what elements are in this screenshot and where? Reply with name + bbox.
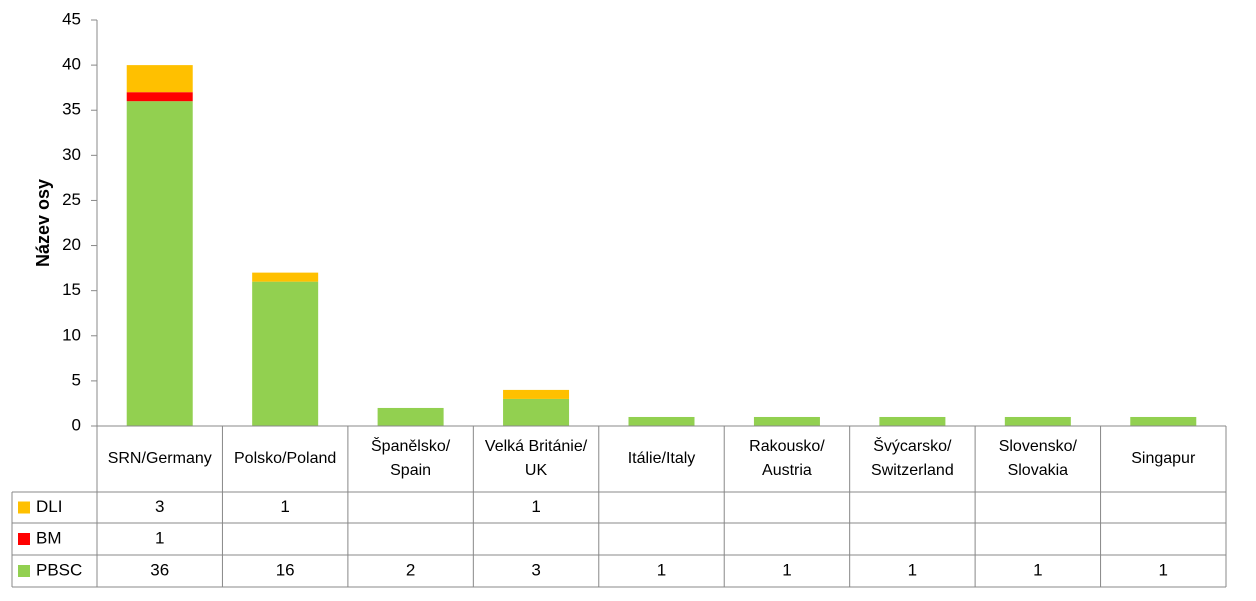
- category-cell: Švýcarsko/Switzerland: [871, 438, 954, 479]
- legend-label: PBSC: [36, 560, 82, 579]
- table-value: 1: [1033, 560, 1042, 579]
- y-tick-label: 30: [62, 145, 81, 164]
- table-value: 36: [150, 560, 169, 579]
- bar-segment: [628, 416, 695, 426]
- x-tick-label: Singapur: [1131, 450, 1196, 467]
- category-cell: Itálie/Italy: [627, 450, 696, 467]
- bar-segment: [879, 416, 946, 426]
- bar-segment: [503, 398, 570, 426]
- bar-segment: [126, 65, 193, 93]
- x-tick-label: Polsko/Poland: [234, 450, 337, 467]
- x-tick-label: Rakousko/Austria: [749, 438, 825, 479]
- table-value: 1: [782, 560, 791, 579]
- category-cell: Velká Británie/UK: [484, 438, 588, 479]
- legend-swatch: [18, 565, 30, 577]
- x-tick-label: Slovensko/Slovakia: [998, 438, 1077, 479]
- legend-label: BM: [36, 528, 62, 547]
- bar-segment: [252, 272, 319, 282]
- bar-segment: [503, 389, 570, 399]
- y-tick-label: 35: [62, 100, 81, 119]
- legend-swatch: [18, 501, 30, 514]
- category-cell: Polsko/Poland: [234, 450, 337, 467]
- y-tick-label: 45: [62, 9, 81, 28]
- category-cell: Slovensko/Slovakia: [998, 438, 1077, 479]
- table-value: 3: [531, 560, 540, 579]
- x-tick-label: SRN/Germany: [107, 450, 212, 467]
- bar-segment: [377, 407, 444, 426]
- bar-segment: [126, 101, 193, 426]
- bar-segment: [1004, 416, 1071, 426]
- y-tick-label: 0: [72, 415, 81, 434]
- x-tick-label: Itálie/Italy: [627, 450, 696, 467]
- y-tick-label: 40: [62, 55, 81, 74]
- y-axis-label: Název osy: [33, 179, 53, 267]
- bar-segment: [126, 92, 193, 102]
- table-value: 16: [276, 560, 295, 579]
- y-tick-label: 25: [62, 190, 81, 209]
- y-tick-label: 15: [62, 280, 81, 299]
- table-value: 1: [155, 528, 164, 547]
- bar-segment: [753, 416, 820, 426]
- x-tick-label: Španělsko/Spain: [371, 438, 451, 479]
- legend-label: DLI: [36, 497, 62, 516]
- category-cell: SRN/Germany: [107, 450, 212, 467]
- legend-swatch: [18, 533, 30, 545]
- x-tick-label: Velká Británie/UK: [484, 438, 588, 479]
- y-tick-label: 20: [62, 235, 81, 254]
- table-value: 1: [657, 560, 666, 579]
- x-tick-label: Švýcarsko/Switzerland: [871, 438, 954, 479]
- y-tick-label: 5: [72, 370, 81, 389]
- bar-segment: [1130, 416, 1197, 426]
- table-value: 1: [531, 497, 540, 516]
- bar-segment: [252, 281, 319, 426]
- table-value: 1: [908, 560, 917, 579]
- category-cell: Španělsko/Spain: [371, 438, 451, 479]
- category-cell: Singapur: [1131, 450, 1196, 467]
- table-value: 1: [280, 497, 289, 516]
- category-cell: Rakousko/Austria: [749, 438, 825, 479]
- table-value: 2: [406, 560, 415, 579]
- table-value: 1: [1159, 560, 1168, 579]
- table-value: 3: [155, 497, 164, 516]
- y-tick-label: 10: [62, 325, 81, 344]
